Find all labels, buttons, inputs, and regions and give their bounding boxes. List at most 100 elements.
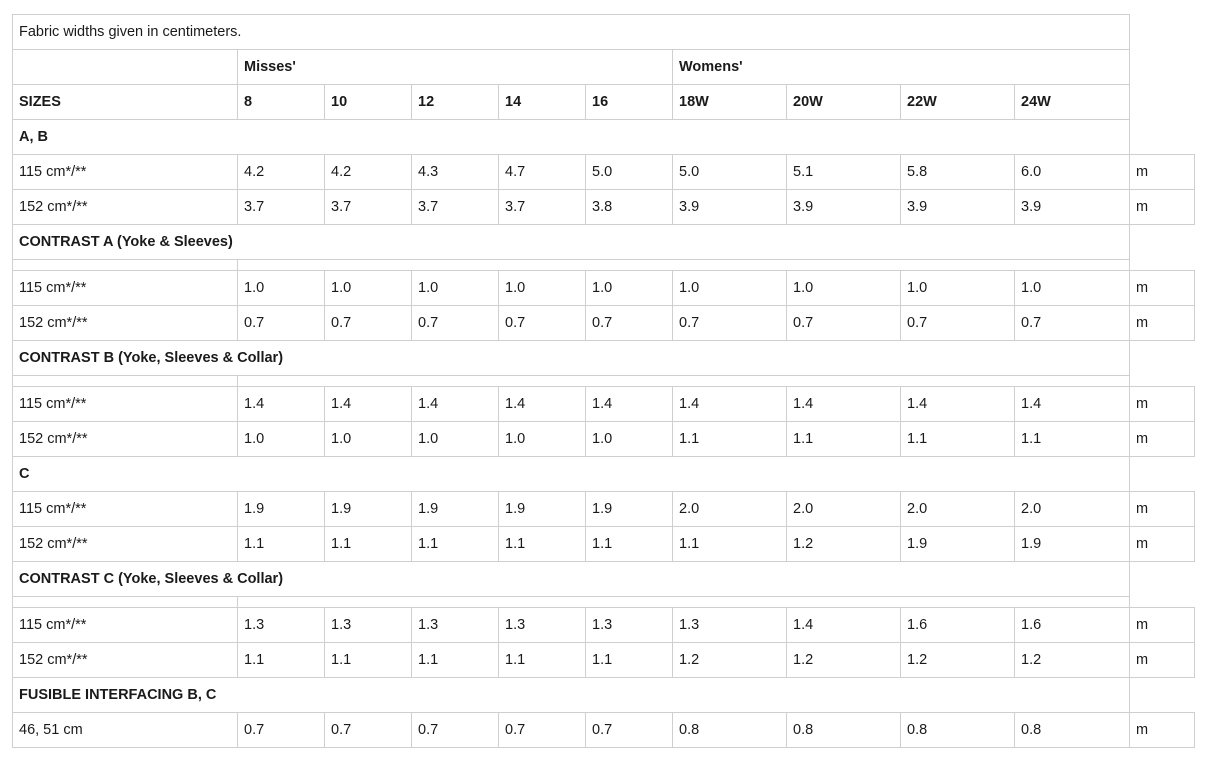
size-header: 18W [672, 84, 787, 120]
yardage-value: 1.1 [411, 642, 499, 678]
yardage-value: 0.7 [324, 712, 412, 748]
yardage-value: 1.9 [324, 491, 412, 527]
yardage-value: 0.7 [237, 712, 325, 748]
yardage-value: 1.1 [324, 526, 412, 562]
yardage-value: 4.2 [237, 154, 325, 190]
yardage-value: 1.1 [1014, 421, 1130, 457]
yardage-value: 1.4 [411, 386, 499, 422]
row-label: 115 cm*/** [12, 154, 238, 190]
yardage-value: 3.9 [786, 189, 901, 225]
yardage-value: 1.0 [237, 270, 325, 306]
unit-label: m [1129, 642, 1195, 678]
yardage-value: 0.8 [672, 712, 787, 748]
yardage-value: 0.7 [498, 712, 586, 748]
yardage-value: 1.4 [672, 386, 787, 422]
yardage-value: 1.9 [498, 491, 586, 527]
yardage-value: 1.3 [585, 607, 673, 643]
yardage-value: 1.0 [411, 270, 499, 306]
yardage-value: 1.0 [672, 270, 787, 306]
yardage-value: 5.0 [672, 154, 787, 190]
size-header: 12 [411, 84, 499, 120]
yardage-value: 1.9 [585, 491, 673, 527]
row-label: 115 cm*/** [12, 491, 238, 527]
yardage-value: 1.9 [237, 491, 325, 527]
row-label: 152 cm*/** [12, 421, 238, 457]
yardage-value: 0.8 [900, 712, 1015, 748]
yardage-value: 1.1 [237, 642, 325, 678]
yardage-value: 3.9 [672, 189, 787, 225]
yardage-value: 1.2 [672, 642, 787, 678]
yardage-value: 1.4 [585, 386, 673, 422]
size-header: 22W [900, 84, 1015, 120]
row-label: 46, 51 cm [12, 712, 238, 748]
unit-label: m [1129, 491, 1195, 527]
yardage-value: 0.7 [585, 305, 673, 341]
yardage-value: 1.4 [1014, 386, 1130, 422]
yardage-value: 0.7 [786, 305, 901, 341]
yardage-value: 3.8 [585, 189, 673, 225]
yardage-value: 0.8 [786, 712, 901, 748]
yardage-value: 1.0 [585, 421, 673, 457]
yardage-value: 1.0 [237, 421, 325, 457]
yardage-value: 5.8 [900, 154, 1015, 190]
row-label: 115 cm*/** [12, 386, 238, 422]
yardage-value: 1.6 [1014, 607, 1130, 643]
yardage-value: 1.9 [411, 491, 499, 527]
yardage-value: 1.1 [324, 642, 412, 678]
yardage-value: 1.0 [324, 270, 412, 306]
unit-label: m [1129, 270, 1195, 306]
size-header: 8 [237, 84, 325, 120]
section-title: CONTRAST A (Yoke & Sleeves) [12, 224, 1130, 260]
yardage-value: 4.7 [498, 154, 586, 190]
yardage-value: 4.2 [324, 154, 412, 190]
yardage-value: 1.3 [672, 607, 787, 643]
row-label: 152 cm*/** [12, 305, 238, 341]
yardage-value: 1.4 [786, 386, 901, 422]
yardage-value: 0.7 [1014, 305, 1130, 341]
yardage-value: 1.2 [1014, 642, 1130, 678]
yardage-value: 0.7 [411, 712, 499, 748]
yardage-value: 0.7 [900, 305, 1015, 341]
unit-label: m [1129, 189, 1195, 225]
unit-label: m [1129, 154, 1195, 190]
section-title: CONTRAST C (Yoke, Sleeves & Collar) [12, 561, 1130, 597]
yardage-value: 3.9 [1014, 189, 1130, 225]
row-label: 152 cm*/** [12, 526, 238, 562]
yardage-value: 1.9 [900, 526, 1015, 562]
yardage-value: 2.0 [900, 491, 1015, 527]
unit-label: m [1129, 526, 1195, 562]
yardage-value: 1.1 [498, 526, 586, 562]
yardage-value: 3.9 [900, 189, 1015, 225]
yardage-value: 1.1 [672, 421, 787, 457]
size-header: 24W [1014, 84, 1130, 120]
section-title: CONTRAST B (Yoke, Sleeves & Collar) [12, 340, 1130, 376]
yardage-value: 1.1 [585, 642, 673, 678]
yardage-value: 0.7 [324, 305, 412, 341]
yardage-value: 1.0 [411, 421, 499, 457]
size-header: 20W [786, 84, 901, 120]
yardage-value: 1.1 [786, 421, 901, 457]
yardage-value: 3.7 [324, 189, 412, 225]
yardage-value: 1.4 [900, 386, 1015, 422]
row-label: 152 cm*/** [12, 642, 238, 678]
yardage-value: 3.7 [498, 189, 586, 225]
yardage-value: 1.0 [498, 421, 586, 457]
yardage-value: 1.4 [324, 386, 412, 422]
yardage-value: 1.0 [585, 270, 673, 306]
yardage-value: 0.7 [585, 712, 673, 748]
yardage-value: 1.1 [411, 526, 499, 562]
yardage-value: 0.8 [1014, 712, 1130, 748]
yardage-value: 1.0 [900, 270, 1015, 306]
yardage-value: 0.7 [672, 305, 787, 341]
yardage-value: 1.1 [672, 526, 787, 562]
yardage-value: 1.2 [786, 526, 901, 562]
row-label: 152 cm*/** [12, 189, 238, 225]
yardage-value: 0.7 [498, 305, 586, 341]
unit-label: m [1129, 421, 1195, 457]
yardage-value: 3.7 [237, 189, 325, 225]
yardage-value: 1.1 [498, 642, 586, 678]
yardage-value: 1.9 [1014, 526, 1130, 562]
section-title: A, B [12, 119, 1130, 155]
yardage-value: 6.0 [1014, 154, 1130, 190]
yardage-value: 1.0 [1014, 270, 1130, 306]
